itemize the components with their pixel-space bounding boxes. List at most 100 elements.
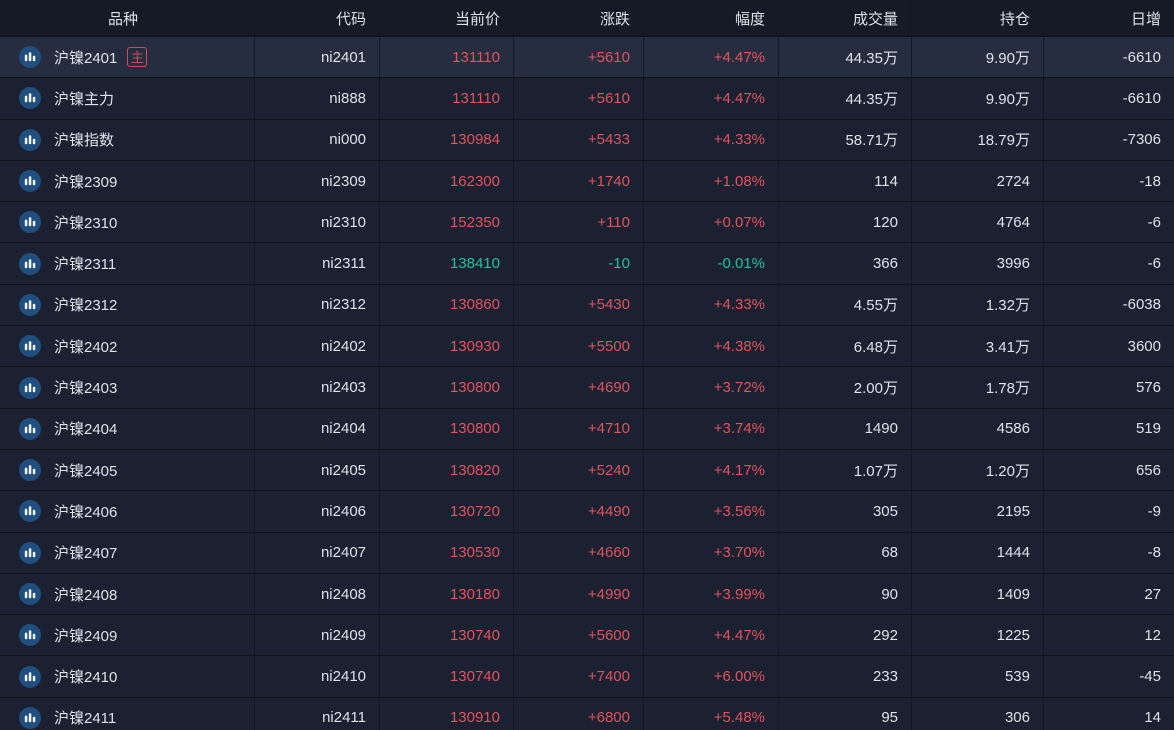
instrument-name: 沪镍2408: [54, 586, 118, 604]
daily-oi-change-cell: -7306: [1122, 131, 1161, 149]
volume-cell: 114: [779, 160, 912, 202]
last-price-cell: 130910: [380, 697, 514, 730]
volume-cell: 58.71万: [779, 119, 912, 160]
last-price-cell: 131110: [380, 37, 514, 78]
table-row[interactable]: 沪镍2411 ni2411 130910 +6800 +5.48% 95 306…: [0, 697, 1174, 730]
open-interest-cell: 1444: [912, 532, 1044, 573]
column-header-volume[interactable]: 成交量: [779, 0, 912, 36]
instrument-name: 沪镍2310: [54, 214, 118, 232]
change-pct-cell: +5.48%: [644, 697, 779, 730]
bar-chart-icon: [19, 252, 41, 275]
table-row[interactable]: 沪镍2408 ni2408 130180 +4990 +3.99% 90 140…: [0, 573, 1174, 616]
code-cell: ni2404: [255, 408, 380, 449]
table-row[interactable]: 沪镍指数 ni000 130984 +5433 +4.33% 58.71万 18…: [0, 119, 1174, 161]
change-pct-cell: +4.38%: [644, 326, 779, 367]
change-cell: +5500: [514, 326, 644, 367]
instrument-cell: 沪镍2309: [0, 160, 255, 202]
bar-chart-icon: [19, 665, 41, 688]
change-pct-cell: +4.33%: [644, 119, 779, 160]
table-row[interactable]: 沪镍2402 ni2402 130930 +5500 +4.38% 6.48万 …: [0, 326, 1174, 368]
bar-chart-icon: [19, 211, 41, 234]
change-cell: +7400: [514, 656, 644, 697]
column-header-last-price[interactable]: 当前价: [380, 0, 514, 36]
change-pct-cell: +3.70%: [644, 532, 779, 573]
code-cell: ni2403: [255, 367, 380, 408]
column-header-open-interest[interactable]: 持仓: [912, 0, 1044, 36]
code-cell: ni2408: [255, 573, 380, 615]
table-row[interactable]: 沪镍2310 ni2310 152350 +110 +0.07% 120 476…: [0, 202, 1174, 244]
table-row[interactable]: 沪镍2312 ni2312 130860 +5430 +4.33% 4.55万 …: [0, 284, 1174, 327]
table-row[interactable]: 沪镍2404 ni2404 130800 +4710 +3.74% 1490 4…: [0, 408, 1174, 450]
volume-cell: 90: [779, 573, 912, 615]
daily-oi-change-cell: -8: [1147, 544, 1161, 562]
daily-oi-change-cell: -6: [1147, 213, 1161, 231]
change-pct-cell: +4.33%: [644, 284, 779, 326]
change-cell: +4690: [514, 367, 644, 408]
change-cell: +6800: [514, 697, 644, 730]
column-header-daily-oi-change[interactable]: 日增: [1130, 10, 1161, 28]
instrument-name: 沪镍2402: [54, 338, 118, 356]
last-price-cell: 138410: [380, 243, 514, 284]
daily-oi-change-cell: -6: [1147, 255, 1161, 273]
change-cell: +4990: [514, 573, 644, 615]
column-header-change-pct[interactable]: 幅度: [644, 0, 779, 36]
daily-oi-change-cell: -9: [1147, 502, 1161, 520]
open-interest-cell: 9.90万: [912, 78, 1044, 119]
instrument-name: 沪镍2405: [54, 462, 118, 480]
code-cell: ni2407: [255, 532, 380, 573]
column-header-code[interactable]: 代码: [255, 0, 380, 36]
instrument-cell: 沪镍2406: [0, 491, 255, 532]
column-header-change[interactable]: 涨跌: [514, 0, 644, 36]
volume-cell: 366: [779, 243, 912, 284]
daily-oi-change-cell: 519: [1135, 420, 1161, 438]
daily-oi-change-cell: 12: [1144, 626, 1161, 644]
instrument-name: 沪镍2309: [54, 173, 118, 191]
table-row[interactable]: 沪镍2409 ni2409 130740 +5600 +4.47% 292 12…: [0, 615, 1174, 657]
instrument-name: 沪镍2403: [54, 380, 118, 398]
instrument-name: 沪镍2401: [54, 49, 118, 67]
table-row[interactable]: 沪镍2401 主 ni2401 131110 +5610 +4.47% 44.3…: [0, 37, 1174, 79]
volume-cell: 292: [779, 615, 912, 656]
table-row[interactable]: 沪镍2403 ni2403 130800 +4690 +3.72% 2.00万 …: [0, 367, 1174, 409]
table-row[interactable]: 沪镍2406 ni2406 130720 +4490 +3.56% 305 21…: [0, 491, 1174, 533]
instrument-cell: 沪镍2411: [0, 697, 255, 730]
daily-oi-change-cell: 14: [1144, 709, 1161, 727]
table-row[interactable]: 沪镍2410 ni2410 130740 +7400 +6.00% 233 53…: [0, 656, 1174, 698]
daily-oi-change-cell: 576: [1135, 379, 1161, 397]
bar-chart-icon: [19, 87, 41, 110]
table-row[interactable]: 沪镍2405 ni2405 130820 +5240 +4.17% 1.07万 …: [0, 449, 1174, 492]
bar-chart-icon: [19, 170, 41, 193]
code-cell: ni2411: [255, 697, 380, 730]
instrument-cell: 沪镍2310: [0, 202, 255, 243]
volume-cell: 6.48万: [779, 326, 912, 367]
bar-chart-icon: [19, 583, 41, 605]
table-row[interactable]: 沪镍2309 ni2309 162300 +1740 +1.08% 114 27…: [0, 160, 1174, 203]
open-interest-cell: 3996: [912, 243, 1044, 284]
open-interest-cell: 1409: [912, 573, 1044, 615]
change-pct-cell: +3.72%: [644, 367, 779, 408]
instrument-name: 沪镍指数: [54, 132, 115, 150]
volume-cell: 1490: [779, 408, 912, 449]
volume-cell: 2.00万: [779, 367, 912, 408]
column-header-variety[interactable]: 品种: [0, 0, 255, 36]
table-row[interactable]: 沪镍2407 ni2407 130530 +4660 +3.70% 68 144…: [0, 532, 1174, 574]
open-interest-cell: 3.41万: [912, 326, 1044, 367]
open-interest-cell: 2195: [912, 491, 1044, 532]
change-pct-cell: -0.01%: [644, 243, 779, 284]
table-row[interactable]: 沪镍2311 ni2311 138410 -10 -0.01% 366 3996…: [0, 243, 1174, 285]
change-pct-cell: +1.08%: [644, 160, 779, 202]
table-body: 沪镍2401 主 ni2401 131110 +5610 +4.47% 44.3…: [0, 37, 1174, 730]
volume-cell: 95: [779, 697, 912, 730]
instrument-cell: 沪镍2402: [0, 326, 255, 367]
change-cell: +5610: [514, 78, 644, 119]
last-price-cell: 162300: [380, 160, 514, 202]
instrument-name: 沪镍2311: [54, 256, 117, 274]
instrument-cell: 沪镍2311: [0, 243, 255, 284]
instrument-cell: 沪镍主力: [0, 78, 255, 119]
change-cell: +4660: [514, 532, 644, 573]
bar-chart-icon: [19, 293, 41, 316]
change-cell: +5600: [514, 615, 644, 656]
daily-oi-change-cell: -6610: [1122, 89, 1161, 107]
table-row[interactable]: 沪镍主力 ni888 131110 +5610 +4.47% 44.35万 9.…: [0, 78, 1174, 120]
instrument-cell: 沪镍2409: [0, 615, 255, 656]
